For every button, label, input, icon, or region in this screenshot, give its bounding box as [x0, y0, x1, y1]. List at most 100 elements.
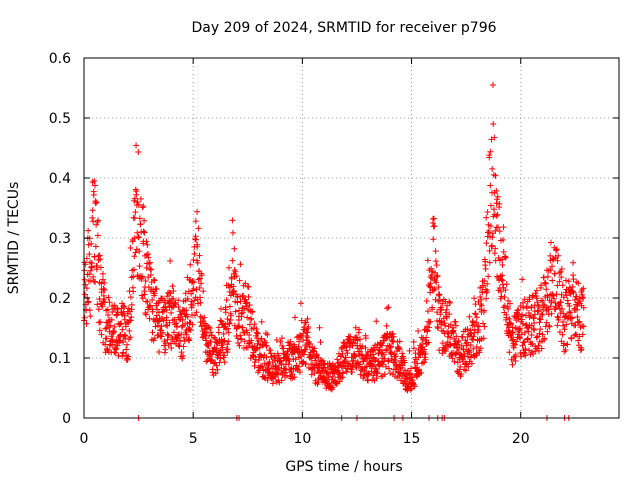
data-point: [433, 262, 440, 269]
data-point: [85, 298, 92, 305]
data-point: [212, 335, 219, 342]
data-point: [337, 360, 344, 367]
data-point: [235, 340, 242, 347]
data-point: [156, 348, 163, 355]
data-point: [122, 332, 129, 339]
data-point: [539, 311, 546, 318]
data-point: [548, 298, 555, 305]
data-point: [465, 363, 472, 370]
data-point: [468, 330, 475, 337]
data-point: [336, 378, 343, 385]
data-point: [206, 332, 213, 339]
data-point: [265, 364, 272, 371]
data-point: [253, 345, 260, 352]
data-point: [487, 148, 494, 155]
data-point: [239, 309, 246, 316]
data-point: [171, 329, 177, 336]
data-point: [285, 361, 292, 368]
data-point: [454, 359, 461, 366]
data-point: [166, 289, 173, 296]
data-point: [384, 305, 391, 312]
data-point: [100, 296, 107, 303]
data-point: [559, 282, 566, 289]
data-point: [362, 344, 369, 351]
data-point: [155, 322, 162, 329]
data-point: [575, 280, 582, 287]
data-point: [160, 308, 167, 315]
data-point: [533, 334, 540, 341]
data-point: [120, 303, 127, 310]
data-point: [215, 324, 222, 331]
y-axis-label: SRMTID / TECUs: [6, 182, 22, 295]
data-point: [458, 371, 465, 378]
data-point: [195, 276, 202, 283]
data-point: [287, 338, 294, 345]
data-point: [467, 327, 474, 334]
data-point: [442, 322, 449, 329]
data-point: [132, 209, 139, 216]
data-point: [481, 307, 488, 314]
data-point: [103, 335, 110, 342]
data-point: [304, 315, 311, 322]
data-point: [190, 257, 197, 264]
data-point: [562, 346, 569, 353]
data-point: [186, 337, 193, 344]
data-point: [421, 359, 428, 366]
data-point: [237, 332, 244, 339]
data-point: [196, 252, 203, 259]
data-point: [232, 308, 239, 315]
data-point: [447, 321, 454, 328]
data-point: [406, 347, 413, 354]
data-point: [536, 315, 543, 322]
data-point: [533, 295, 540, 302]
data-point: [474, 323, 481, 330]
data-point: [385, 357, 392, 364]
data-point: [92, 243, 99, 250]
data-point: [370, 372, 377, 379]
data-point: [447, 334, 454, 341]
data-point: [304, 334, 311, 341]
data-point: [208, 338, 215, 345]
data-point: [498, 293, 505, 300]
data-point: [381, 355, 388, 362]
data-point: [95, 306, 102, 313]
data-point: [82, 261, 89, 268]
data-point: [262, 330, 269, 337]
data-point: [464, 326, 471, 333]
data-point: [132, 249, 139, 256]
data-point: [434, 309, 441, 316]
data-point: [192, 236, 199, 243]
data-point: [518, 353, 525, 360]
data-point: [343, 342, 350, 349]
data-point: [98, 280, 105, 287]
data-point: [473, 314, 480, 321]
data-point: [292, 356, 299, 363]
data-point: [278, 335, 285, 342]
data-point: [551, 295, 558, 302]
data-point: [320, 373, 327, 380]
data-point: [494, 196, 501, 203]
data-point: [93, 262, 100, 269]
data-point: [467, 342, 474, 349]
data-point: [432, 296, 439, 303]
data-point: [125, 353, 132, 360]
data-point: [407, 386, 414, 393]
data-point: [240, 329, 247, 336]
data-point: [119, 353, 126, 360]
data-point: [478, 296, 485, 303]
data-point: [111, 323, 118, 330]
data-point: [576, 333, 583, 340]
data-point: [419, 350, 426, 357]
data-point: [272, 362, 279, 369]
data-point: [226, 303, 233, 310]
data-points: [81, 82, 587, 421]
data-point: [482, 258, 489, 265]
data-point: [280, 345, 287, 352]
data-point: [495, 224, 502, 231]
data-point: [140, 203, 147, 210]
data-point: [96, 319, 103, 326]
data-point: [199, 334, 206, 341]
data-point: [121, 303, 128, 310]
data-point: [498, 276, 505, 283]
data-point: [81, 276, 88, 283]
